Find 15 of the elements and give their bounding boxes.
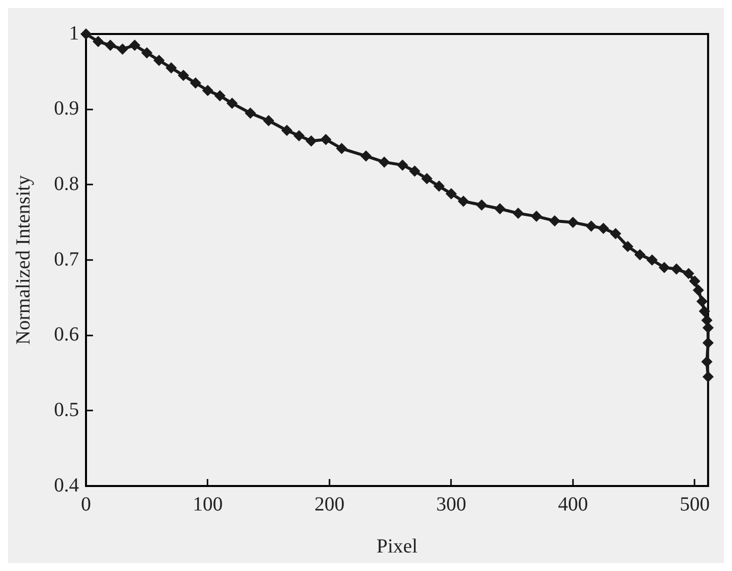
x-tick-label: 0: [81, 493, 91, 516]
y-axis-title: Normalized Intensity: [12, 175, 34, 345]
y-tick-label: 0.5: [54, 398, 79, 421]
x-tick-label: 100: [192, 493, 223, 516]
x-tick-label: 500: [680, 493, 710, 516]
x-axis-title: Pixel: [376, 535, 418, 558]
y-tick-label: 0.4: [54, 474, 79, 496]
y-tick-label: 0.9: [54, 98, 79, 120]
x-tick-label: 200: [314, 493, 344, 516]
x-tick-label: 300: [436, 493, 466, 516]
y-tick-label: 1: [69, 22, 79, 44]
y-tick-label: 0.7: [54, 248, 79, 270]
y-tick-label: 0.8: [54, 172, 79, 195]
x-tick-label: 400: [558, 493, 588, 516]
y-tick-label: 0.6: [54, 324, 79, 346]
